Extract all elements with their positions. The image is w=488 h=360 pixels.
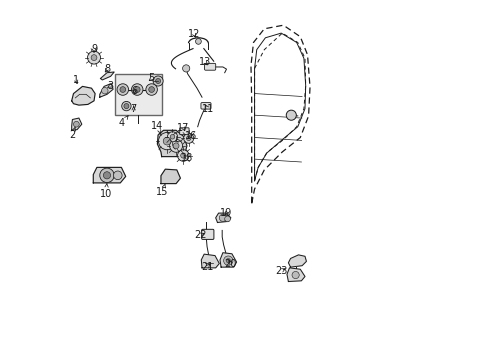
Polygon shape [100, 84, 113, 97]
FancyBboxPatch shape [201, 229, 213, 239]
Circle shape [224, 216, 230, 222]
FancyBboxPatch shape [201, 103, 211, 109]
Circle shape [158, 132, 175, 150]
Circle shape [113, 171, 122, 180]
Polygon shape [72, 86, 95, 105]
FancyBboxPatch shape [179, 128, 189, 135]
Text: 9: 9 [91, 44, 97, 54]
Text: 23: 23 [274, 266, 287, 276]
Text: 14: 14 [151, 121, 163, 134]
Circle shape [291, 271, 299, 279]
Text: 16: 16 [185, 131, 197, 141]
Circle shape [219, 214, 226, 221]
Circle shape [285, 110, 296, 120]
Text: 6: 6 [131, 86, 137, 96]
Circle shape [73, 121, 79, 127]
FancyBboxPatch shape [204, 63, 215, 70]
Polygon shape [220, 253, 236, 267]
Circle shape [120, 87, 125, 93]
Text: 18: 18 [181, 153, 193, 163]
Circle shape [102, 87, 108, 94]
Text: 20: 20 [224, 258, 237, 269]
Text: 17: 17 [177, 123, 189, 133]
Text: 19: 19 [220, 208, 232, 218]
Text: 11: 11 [201, 104, 213, 114]
Circle shape [103, 172, 110, 179]
Text: 8: 8 [104, 64, 110, 74]
Circle shape [131, 84, 142, 95]
Polygon shape [215, 213, 230, 222]
Circle shape [122, 102, 131, 111]
Circle shape [170, 135, 174, 139]
Polygon shape [72, 118, 81, 130]
Circle shape [223, 256, 232, 265]
Text: 3: 3 [107, 81, 113, 91]
Circle shape [100, 168, 114, 183]
Polygon shape [93, 167, 125, 183]
Text: 5: 5 [148, 73, 154, 84]
Circle shape [91, 55, 97, 60]
Circle shape [134, 87, 140, 93]
Circle shape [117, 84, 128, 95]
Circle shape [148, 87, 154, 93]
Polygon shape [286, 268, 305, 282]
Polygon shape [161, 169, 180, 184]
Circle shape [145, 84, 157, 95]
Circle shape [186, 136, 191, 140]
Circle shape [155, 78, 160, 84]
Text: 4: 4 [119, 116, 128, 128]
Circle shape [177, 150, 189, 161]
Circle shape [87, 51, 101, 64]
Circle shape [169, 139, 182, 152]
Text: 22: 22 [194, 230, 206, 240]
Circle shape [195, 39, 201, 44]
Text: 12: 12 [187, 29, 200, 39]
Circle shape [182, 65, 189, 72]
Text: 13: 13 [198, 57, 211, 67]
Circle shape [183, 133, 193, 143]
Polygon shape [157, 130, 186, 157]
Text: 7: 7 [130, 104, 137, 114]
FancyBboxPatch shape [115, 74, 162, 115]
Polygon shape [201, 254, 219, 268]
Text: 1: 1 [73, 75, 79, 85]
Circle shape [167, 132, 177, 142]
Circle shape [181, 153, 185, 158]
Circle shape [163, 137, 171, 145]
Circle shape [225, 258, 230, 263]
Polygon shape [101, 72, 114, 80]
Circle shape [153, 76, 163, 86]
Text: 2: 2 [69, 127, 75, 140]
Text: 15: 15 [156, 184, 168, 197]
Circle shape [173, 143, 179, 149]
Text: 21: 21 [201, 262, 213, 272]
Polygon shape [288, 255, 306, 267]
Circle shape [123, 104, 129, 109]
Text: 10: 10 [100, 183, 112, 199]
